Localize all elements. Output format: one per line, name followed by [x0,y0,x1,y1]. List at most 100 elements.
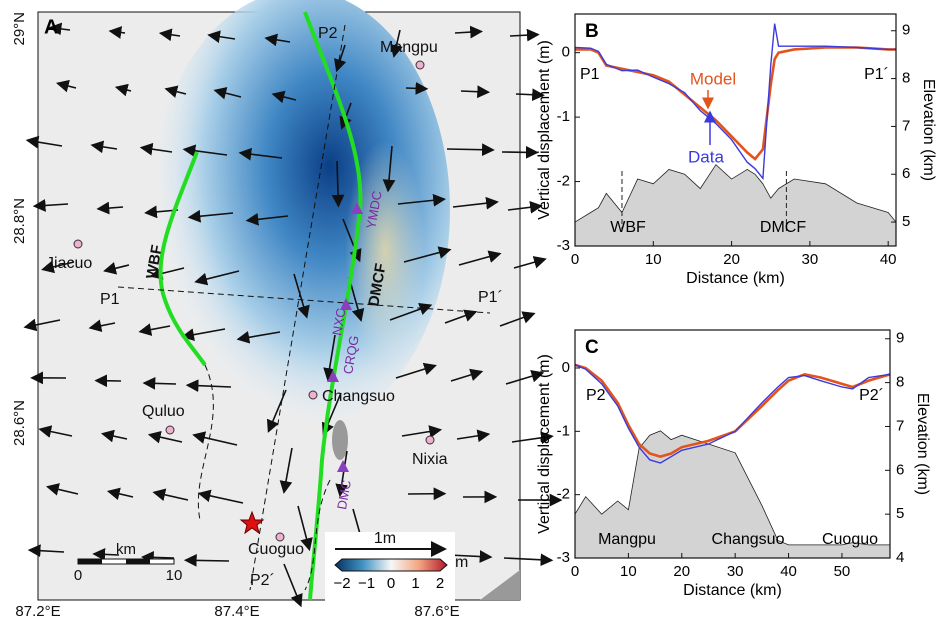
x-tick-label: 20 [673,563,690,580]
station [351,202,363,214]
colorbar-unit: m [455,554,468,571]
displacement-arrow [454,25,483,39]
y2-tick-label: 8 [896,374,904,391]
y2-tick-label: 9 [896,330,904,347]
displacement-arrow [142,376,177,390]
lake [332,420,348,460]
displacement-arrow [139,142,173,156]
station [337,460,349,472]
displacement-arrow [23,318,61,332]
displacement-arrow [401,425,443,438]
station-label: CRQG [340,334,362,375]
displacement-arrow [181,328,226,341]
displacement-arrow [266,389,287,433]
fault-label: WBF [143,244,166,281]
station [327,370,339,382]
displacement-arrow [446,143,495,157]
annotation: P2´ [859,387,884,404]
data-line [574,364,891,464]
epicenter [239,510,265,535]
x-axis-label: Distance (km) [686,270,785,287]
displacement-arrow [515,88,545,102]
fault-trace [303,11,363,601]
y2-tick-label: 7 [902,117,910,134]
place-label: Nixia [412,451,448,468]
y2-axis-label: Elevation (km) [914,393,931,495]
x-tick-label: 20 [723,251,740,268]
displacement-arrow [192,431,238,446]
x-tick-label: 10 [620,563,637,580]
y2-tick-label: 6 [902,165,910,182]
place-label: Changsuo [322,388,395,405]
lat-tick: 29°N [11,12,28,46]
x-tick-label: 0 [571,563,579,580]
y-tick-label: -3 [557,549,570,566]
fault-trace [158,151,207,367]
data-line [574,363,891,459]
place-marker [73,239,83,249]
panel-label: A [44,16,58,38]
x-tick-label: 40 [780,563,797,580]
displacement-arrow [245,212,289,226]
panel-label: B [585,21,599,42]
y-tick-label: -3 [557,237,570,254]
displacement-arrow [55,79,77,93]
legend-label: Model [690,69,736,88]
profile-line [117,286,491,314]
displacement-arrow [499,311,536,327]
displacement-arrow [238,147,283,161]
displacement-arrow [194,270,240,286]
displacement-arrow [458,250,502,266]
y2-tick-label: 4 [896,549,904,566]
station-label: DMC [334,479,354,511]
station-label: NXC [329,307,349,337]
displacement-arrow [41,260,75,274]
displacement-arrow [456,429,491,443]
y2-tick-label: 8 [902,70,910,87]
displacement-arrow [103,262,130,275]
lat-tick: 28.8°N [11,198,28,244]
displacement-arrow [88,319,116,333]
displacement-arrow [152,488,189,502]
map-panel: A Mangpu Jiacuo Quluo Changsuo Nixia Cuo… [11,0,563,620]
displacement-arrow [38,425,73,438]
displacement-arrow [297,505,313,552]
lon-tick: 87.2°E [15,603,60,620]
displacement-arrow [182,144,228,158]
displacement-arrow [90,140,118,154]
y2-tick-label: 9 [902,22,910,39]
displacement-arrow [403,246,452,263]
y-axis-label: Vertical displacement (m) [536,40,553,220]
displacement-arrow [331,160,345,208]
colorbar-tick: −1 [358,575,375,592]
displacement-arrow [452,196,499,210]
uplift-field [345,140,425,360]
scale-tick: 0 [74,567,82,584]
place-marker [165,425,175,435]
lon-tick: 87.6°E [414,603,459,620]
displacement-arrow [147,430,183,444]
profile-label: P2´ [250,572,275,589]
y2-tick-label: 7 [896,417,904,434]
displacement-arrow [450,368,484,382]
annotation: P1 [580,66,600,83]
displacement-arrow [389,302,433,321]
plot-frame [574,13,897,247]
data-line [575,46,896,161]
annotation: P1´ [864,66,889,83]
displacement-arrow [448,550,493,563]
station-label: YMDC [363,190,384,230]
displacement-arrow [207,30,236,44]
y2-axis-label: Elevation (km) [920,79,937,181]
place-label: Cuoguo [248,541,304,558]
profile-line [249,24,346,591]
displacement-arrow [236,331,281,344]
y-tick-label: 0 [562,44,570,61]
displacement-arrow [513,256,547,269]
colorbar-tick: 1 [411,575,419,592]
displacement-arrow [27,544,65,558]
annotation: P2 [586,387,606,404]
displacement-arrow [342,218,362,263]
vector-scale-label: 1m [374,530,396,547]
displacement-arrow [106,487,134,501]
